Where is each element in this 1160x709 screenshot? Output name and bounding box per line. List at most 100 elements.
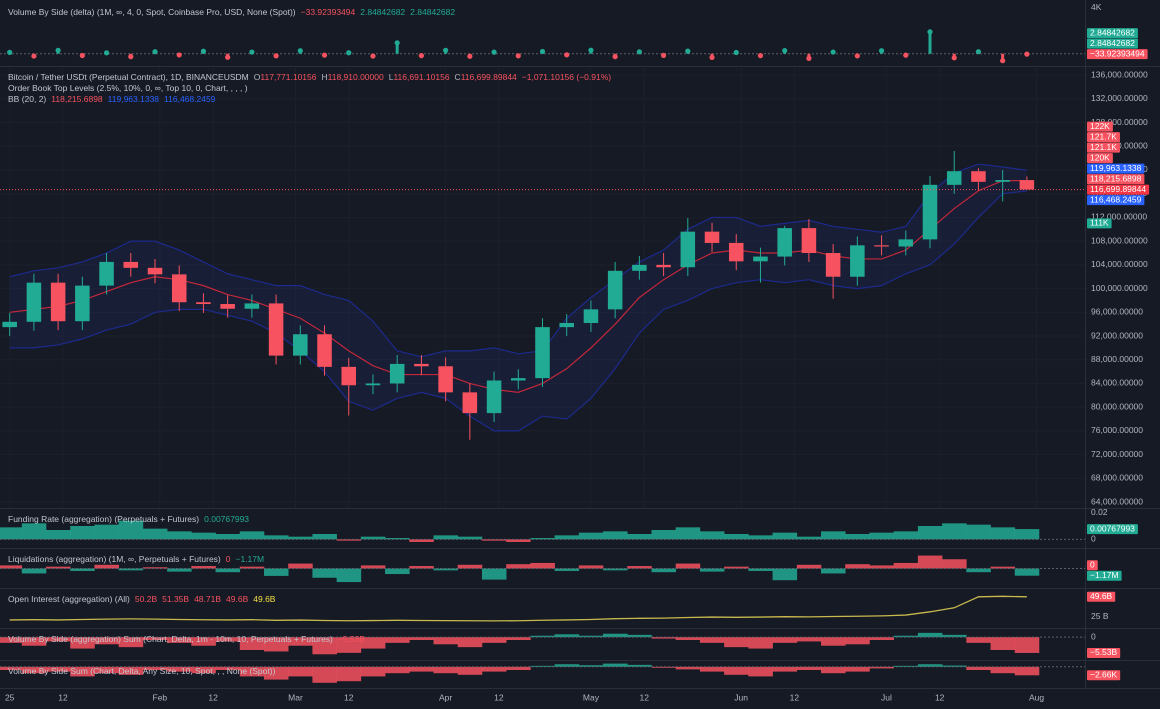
area-bar [0, 527, 23, 540]
area-bar [506, 637, 531, 640]
area-bar [627, 534, 652, 540]
candle-body [850, 245, 865, 277]
legend-value: 118,910.00000 [328, 72, 384, 82]
legend-value: 116,699.89844 [461, 72, 517, 82]
delta-bar [395, 42, 399, 54]
area-bar [142, 666, 168, 670]
area-bar [506, 666, 531, 670]
area-bar [288, 536, 313, 540]
y-tick-label: 112,000.00000 [1091, 212, 1147, 222]
price-badge [1087, 218, 1112, 229]
area-bar [917, 664, 943, 667]
price-badge [1087, 570, 1122, 581]
x-tick-label: Apr [439, 692, 452, 702]
area-bar [627, 664, 652, 667]
candle-body [801, 228, 817, 254]
area-bar [506, 539, 531, 542]
area-bar [990, 527, 1016, 540]
delta-dot [346, 50, 352, 56]
delta-dot [225, 54, 231, 60]
y-tick-label: 92,000.00000 [1091, 330, 1143, 340]
y-tick-label: 4K [1091, 2, 1102, 12]
pane-header: Volume By Side (delta) (1M, ∞, 4, 0, Spo… [8, 7, 455, 17]
legend-value: 49.6B [226, 594, 249, 604]
area-bar [675, 527, 701, 540]
area-bar [603, 633, 628, 638]
delta-dot [782, 47, 788, 54]
area-bar [409, 566, 434, 569]
candle-body [123, 261, 139, 268]
delta-dot [491, 49, 497, 55]
area-bar [385, 666, 410, 674]
header-title: BB (20, 2) [8, 94, 46, 104]
area-bar [142, 637, 168, 640]
delta-dot [588, 47, 594, 53]
delta-dot [321, 52, 328, 58]
area-bar [578, 565, 604, 569]
y-tick-label: 25 B [1091, 611, 1109, 621]
candle-body [50, 282, 66, 322]
price-badge [1087, 560, 1098, 571]
area-bar [239, 531, 265, 540]
delta-dot [418, 53, 425, 59]
candle-body [438, 366, 453, 393]
x-tick-label: 12 [208, 692, 218, 702]
area-bar [530, 665, 555, 667]
x-tick-label: 12 [494, 692, 504, 702]
header-title: Bitcoin / Tether USDt (Perpetual Contrac… [8, 72, 249, 82]
area-bar [167, 637, 192, 643]
legend-value: 116,468.2459 [164, 94, 216, 104]
price-badge [1087, 591, 1116, 602]
area-bar [1014, 666, 1040, 676]
delta-dot [297, 48, 303, 54]
price-badge-label: −33.92393494 [1090, 48, 1145, 58]
area-bar [578, 532, 604, 540]
area-bar [651, 637, 677, 639]
price-badge [1087, 195, 1145, 206]
price-badge-label: 119,963.1338 [1090, 163, 1142, 173]
area-bar [627, 566, 652, 569]
area-bar [675, 666, 701, 670]
area-bar [942, 559, 967, 569]
area-bar [263, 568, 289, 576]
delta-dot [951, 55, 957, 61]
delta-dot [733, 49, 739, 56]
area-bar [118, 666, 144, 675]
delta-dot [79, 52, 85, 59]
area-bar [360, 666, 386, 677]
area-bar [142, 567, 168, 569]
area-bar [893, 531, 919, 540]
candle-body [680, 231, 696, 268]
area-bar [917, 526, 943, 540]
area-bar [748, 666, 773, 677]
delta-dot [636, 49, 642, 55]
x-tick-label: 12 [344, 692, 354, 702]
area-bar [70, 637, 95, 649]
area-bar [530, 562, 555, 569]
candle-body [971, 171, 986, 182]
area-bar [46, 666, 71, 672]
candle-body [704, 231, 720, 243]
price-badge-label: 121.7K [1090, 131, 1117, 141]
price-badge-label: −2.66K [1090, 670, 1118, 680]
area-bar [917, 555, 943, 569]
candle-body [365, 383, 381, 386]
area-bar [457, 564, 483, 569]
area-bar [167, 531, 192, 540]
area-bar [627, 634, 652, 638]
pane-header: Order Book Top Levels (2.5%, 10%, 0, ∞, … [8, 83, 248, 93]
delta-dot [370, 53, 376, 59]
area-bar [966, 524, 991, 540]
price-badge [1087, 121, 1113, 132]
x-tick-label: 12 [639, 692, 649, 702]
legend-value: 2.84842682 [360, 7, 405, 17]
candle-body [607, 270, 623, 310]
y-tick-label: 68,000.00000 [1091, 473, 1143, 483]
price-badge [1087, 647, 1121, 658]
area-bar [772, 532, 798, 540]
area-bar [990, 637, 1016, 650]
area-bar [699, 666, 725, 672]
delta-dot [564, 52, 570, 58]
area-bar [21, 666, 47, 674]
area-bar [288, 563, 313, 569]
